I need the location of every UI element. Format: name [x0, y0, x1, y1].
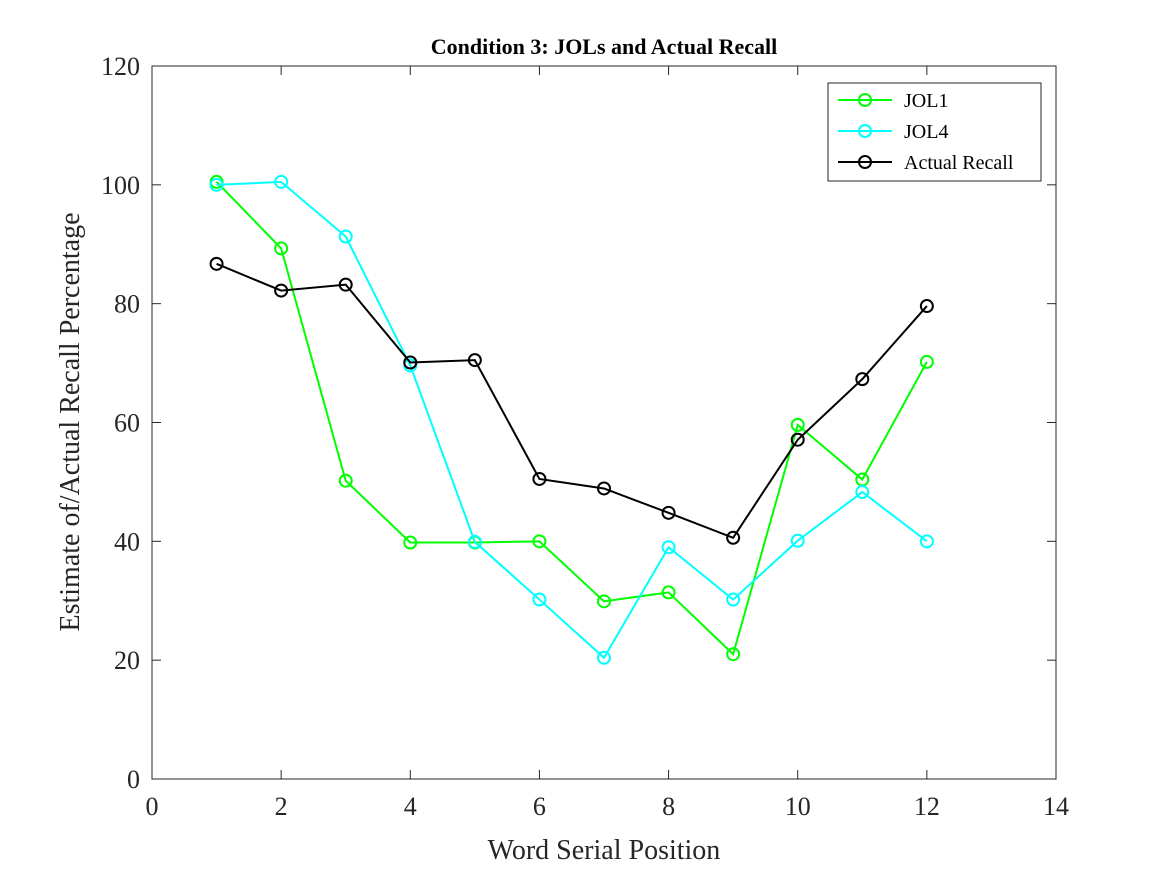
y-axis-label: Estimate of/Actual Recall Percentage: [55, 212, 86, 631]
x-tick-label: 6: [533, 792, 546, 821]
series-line-jol4: [216, 180, 928, 660]
chart-title: Condition 3: JOLs and Actual Recall: [431, 34, 778, 59]
data-point-jol4: [790, 533, 805, 548]
y-tick-label: 0: [127, 765, 140, 794]
data-point-actual-recall: [209, 256, 224, 271]
data-point-actual-recall: [790, 432, 805, 447]
legend-swatch-marker: [858, 93, 872, 107]
axis-ticks: 0 2 4 6 8 10 12 14 0 20 40 60 80 100 120: [101, 52, 1069, 821]
data-point-jol1: [726, 647, 741, 662]
data-point-jol1: [532, 534, 547, 549]
y-tick-label: 40: [114, 527, 140, 556]
data-point-jol1: [403, 535, 418, 550]
data-point-actual-recall: [661, 505, 676, 520]
data-point-actual-recall: [855, 372, 870, 387]
series-line-jol1: [215, 181, 928, 657]
data-point-jol1: [338, 473, 353, 488]
data-point-jol4: [597, 650, 611, 665]
y-tick-label: 60: [114, 409, 140, 438]
x-axis-label: Word Serial Position: [488, 835, 721, 866]
data-point-jol1: [274, 241, 289, 256]
data-point-actual-recall: [726, 530, 741, 545]
plot-area: [151, 65, 1057, 780]
y-tick-label: 80: [114, 290, 140, 319]
data-point-jol4: [661, 540, 676, 555]
data-point-jol4: [855, 485, 870, 500]
data-point-jol1: [661, 585, 676, 600]
series-group: [209, 174, 934, 665]
x-tick-label: 0: [146, 792, 159, 821]
data-point-actual-recall: [403, 355, 418, 370]
data-point-actual-recall: [467, 353, 482, 368]
y-tick-label: 120: [101, 52, 140, 81]
legend: JOL1 JOL4 Actual Recall: [827, 82, 1042, 182]
x-tick-label: 4: [404, 792, 417, 821]
data-point-actual-recall: [919, 299, 934, 314]
data-point-actual-recall: [597, 481, 611, 496]
data-point-jol4: [209, 177, 224, 192]
x-tick-label: 8: [662, 792, 675, 821]
data-point-jol4: [338, 229, 353, 244]
data-point-jol4: [532, 592, 547, 607]
y-tick-label: 100: [101, 171, 140, 200]
data-point-actual-recall: [274, 283, 289, 298]
x-tick-label: 10: [785, 792, 811, 821]
x-tick-label: 14: [1043, 792, 1069, 821]
legend-label: Actual Recall: [904, 152, 1014, 174]
legend-label: JOL1: [904, 90, 948, 112]
legend-swatch-marker: [858, 124, 872, 138]
data-point-jol1: [597, 594, 611, 609]
data-point-jol1: [790, 417, 805, 432]
data-point-actual-recall: [338, 277, 353, 292]
series-line-actual-recall: [216, 262, 928, 539]
y-tick-label: 20: [114, 646, 140, 675]
legend-label: JOL4: [904, 121, 948, 143]
data-point-jol4: [726, 592, 741, 607]
data-point-jol4: [274, 174, 289, 189]
x-tick-label: 2: [275, 792, 288, 821]
data-point-jol1: [919, 354, 934, 369]
data-point-jol4: [467, 534, 482, 549]
x-tick-label: 12: [914, 792, 940, 821]
data-point-jol4: [919, 534, 934, 549]
legend-swatch-marker: [858, 155, 872, 169]
data-point-actual-recall: [532, 471, 547, 486]
